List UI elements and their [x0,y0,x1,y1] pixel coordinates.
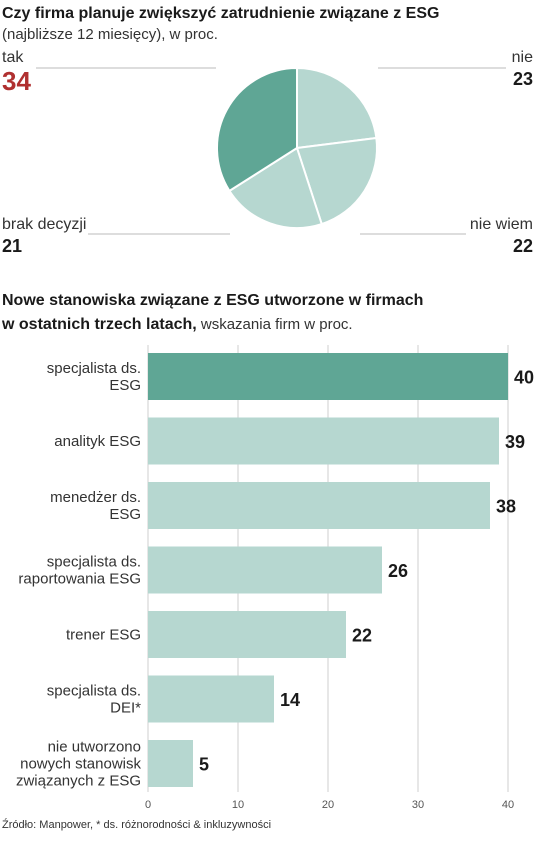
pie-slice-nie [296,66,378,150]
bar-value-label: 38 [496,497,516,517]
pie-slice-nie-wiem [295,136,378,226]
bar-category-line: raportowania ESG [18,571,141,588]
bar-category-line: analityk ESG [54,433,141,450]
bar-value-label: 40 [514,368,534,388]
bar-category-line: nie utworzono [48,739,141,756]
bar-category-label: specjalista ds. DEI* [47,683,141,717]
bar-x-axis: 0 10 20 30 40 [145,799,514,811]
bar-category-label: nie utworzono nowych stanowisk związanych … [16,739,142,790]
pie-leader-lines [36,67,506,235]
x-tick-label: 40 [502,799,514,811]
bar-category-line: specjalista ds. [47,683,141,700]
bar-category-line: nowych stanowisk [20,756,141,773]
bar-value-label: 26 [388,561,408,581]
bar-5 [148,675,274,723]
bar-1 [148,417,499,465]
bar-0 [148,353,508,400]
pie-value-brak-decyzji: 21 [2,236,22,256]
pie-label-nie: nie [512,49,533,66]
bar-value-label: 22 [352,626,372,646]
bar-value-label: 39 [505,432,525,452]
bar-category-line: DEI* [110,700,141,717]
pie-slice-brak-decyzji [228,146,323,229]
bar-6 [148,740,193,787]
bar-category-label: trener ESG [66,627,141,644]
bar-value-label: 14 [280,690,300,710]
bar-category-label: menedżer ds. ESG [50,489,141,523]
bar-category-line: specjalista ds. [47,360,141,377]
bar-2 [148,482,490,529]
pie-label-brak-decyzji: brak decyzji [2,216,86,233]
pie-title: Czy firma planuje zwiększyć zatrudnienie… [2,5,439,22]
pie-value-tak: 34 [2,66,31,96]
bar-title-line2-rest: wskazania firm w proc. [197,316,353,333]
bar-3 [148,546,382,594]
bar-category-line: ESG [109,506,141,523]
bar-category-label: analityk ESG [54,433,141,450]
bar-category-line: specjalista ds. [47,554,141,571]
bar-category-label: specjalista ds. raportowania ESG [18,554,141,588]
bar-category-label: specjalista ds. ESG [47,360,141,394]
x-tick-label: 20 [322,799,334,811]
bar-category-line: związanych z ESG [16,773,141,790]
source-note: Źródło: Manpower, * ds. różnorodności & … [2,818,271,831]
bar-category-line: trener ESG [66,627,141,644]
bar-title-line2-bold: w ostatnich trzech latach, [1,316,197,333]
pie-subtitle: (najbliższe 12 miesięcy), w proc. [2,26,218,43]
bar-value-label: 5 [199,755,209,775]
pie-label-tak: tak [2,49,24,66]
bar-category-line: ESG [109,377,141,394]
x-tick-label: 0 [145,799,151,811]
pie-value-nie: 23 [513,69,533,89]
pie-value-nie-wiem: 22 [513,236,533,256]
bar-category-line: menedżer ds. [50,489,141,506]
pie-label-nie-wiem: nie wiem [470,216,533,233]
bar-title-line2: w ostatnich trzech latach, wskazania fir… [1,316,353,333]
pie-chart [215,66,378,229]
x-tick-label: 10 [232,799,244,811]
pie-slice-tak [215,66,298,193]
bar-title-line1: Nowe stanowiska związane z ESG utworzone… [2,292,423,309]
x-tick-label: 30 [412,799,424,811]
bar-4 [148,611,346,658]
